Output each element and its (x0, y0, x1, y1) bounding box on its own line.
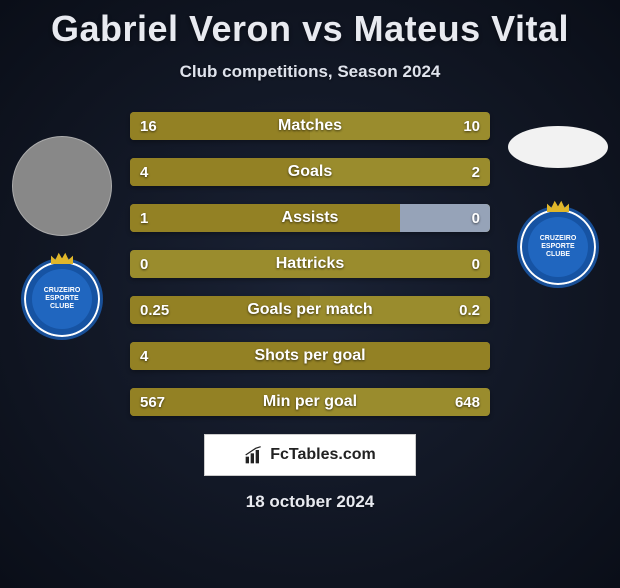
brand-box[interactable]: FcTables.com (204, 434, 416, 476)
player-right-photo (508, 126, 608, 168)
comparison-bars: 16Matches104Goals21Assists00Hattricks00.… (130, 112, 490, 416)
vs-separator: vs (302, 8, 343, 49)
player-left-name: Gabriel Veron (51, 8, 292, 49)
subtitle: Club competitions, Season 2024 (0, 62, 620, 82)
chart-icon (244, 445, 264, 465)
player-right-club-badge: CRUZEIRO ESPORTE CLUBE (517, 206, 599, 288)
bar-row: 16Matches10 (130, 112, 490, 140)
bar-row: 1Assists0 (130, 204, 490, 232)
bar-row: 4Shots per goal (130, 342, 490, 370)
left-avatar-column: CRUZEIRO ESPORTE CLUBE (12, 136, 112, 340)
bar-value-right: 10 (463, 112, 480, 140)
bar-value-right: 0 (472, 250, 480, 278)
bar-label: Goals (130, 158, 490, 186)
brand-text: FcTables.com (270, 446, 376, 464)
club-badge-text: CRUZEIRO ESPORTE CLUBE (32, 287, 92, 310)
page-title: Gabriel Veron vs Mateus Vital (0, 8, 620, 50)
bar-row: 4Goals2 (130, 158, 490, 186)
date-text: 18 october 2024 (0, 492, 620, 512)
bar-row: 567Min per goal648 (130, 388, 490, 416)
bar-label: Assists (130, 204, 490, 232)
bar-value-right: 648 (455, 388, 480, 416)
bar-label: Shots per goal (130, 342, 490, 370)
bar-label: Goals per match (130, 296, 490, 324)
bar-label: Min per goal (130, 388, 490, 416)
bar-row: 0Hattricks0 (130, 250, 490, 278)
player-right-name: Mateus Vital (354, 8, 569, 49)
player-left-club-badge: CRUZEIRO ESPORTE CLUBE (21, 258, 103, 340)
club-badge-text: CRUZEIRO ESPORTE CLUBE (528, 235, 588, 258)
player-left-photo (12, 136, 112, 236)
right-avatar-column: CRUZEIRO ESPORTE CLUBE (508, 126, 608, 288)
bar-value-right: 2 (472, 158, 480, 186)
bar-label: Matches (130, 112, 490, 140)
bar-row: 0.25Goals per match0.2 (130, 296, 490, 324)
bar-label: Hattricks (130, 250, 490, 278)
bar-value-right: 0.2 (459, 296, 480, 324)
bar-value-right: 0 (472, 204, 480, 232)
